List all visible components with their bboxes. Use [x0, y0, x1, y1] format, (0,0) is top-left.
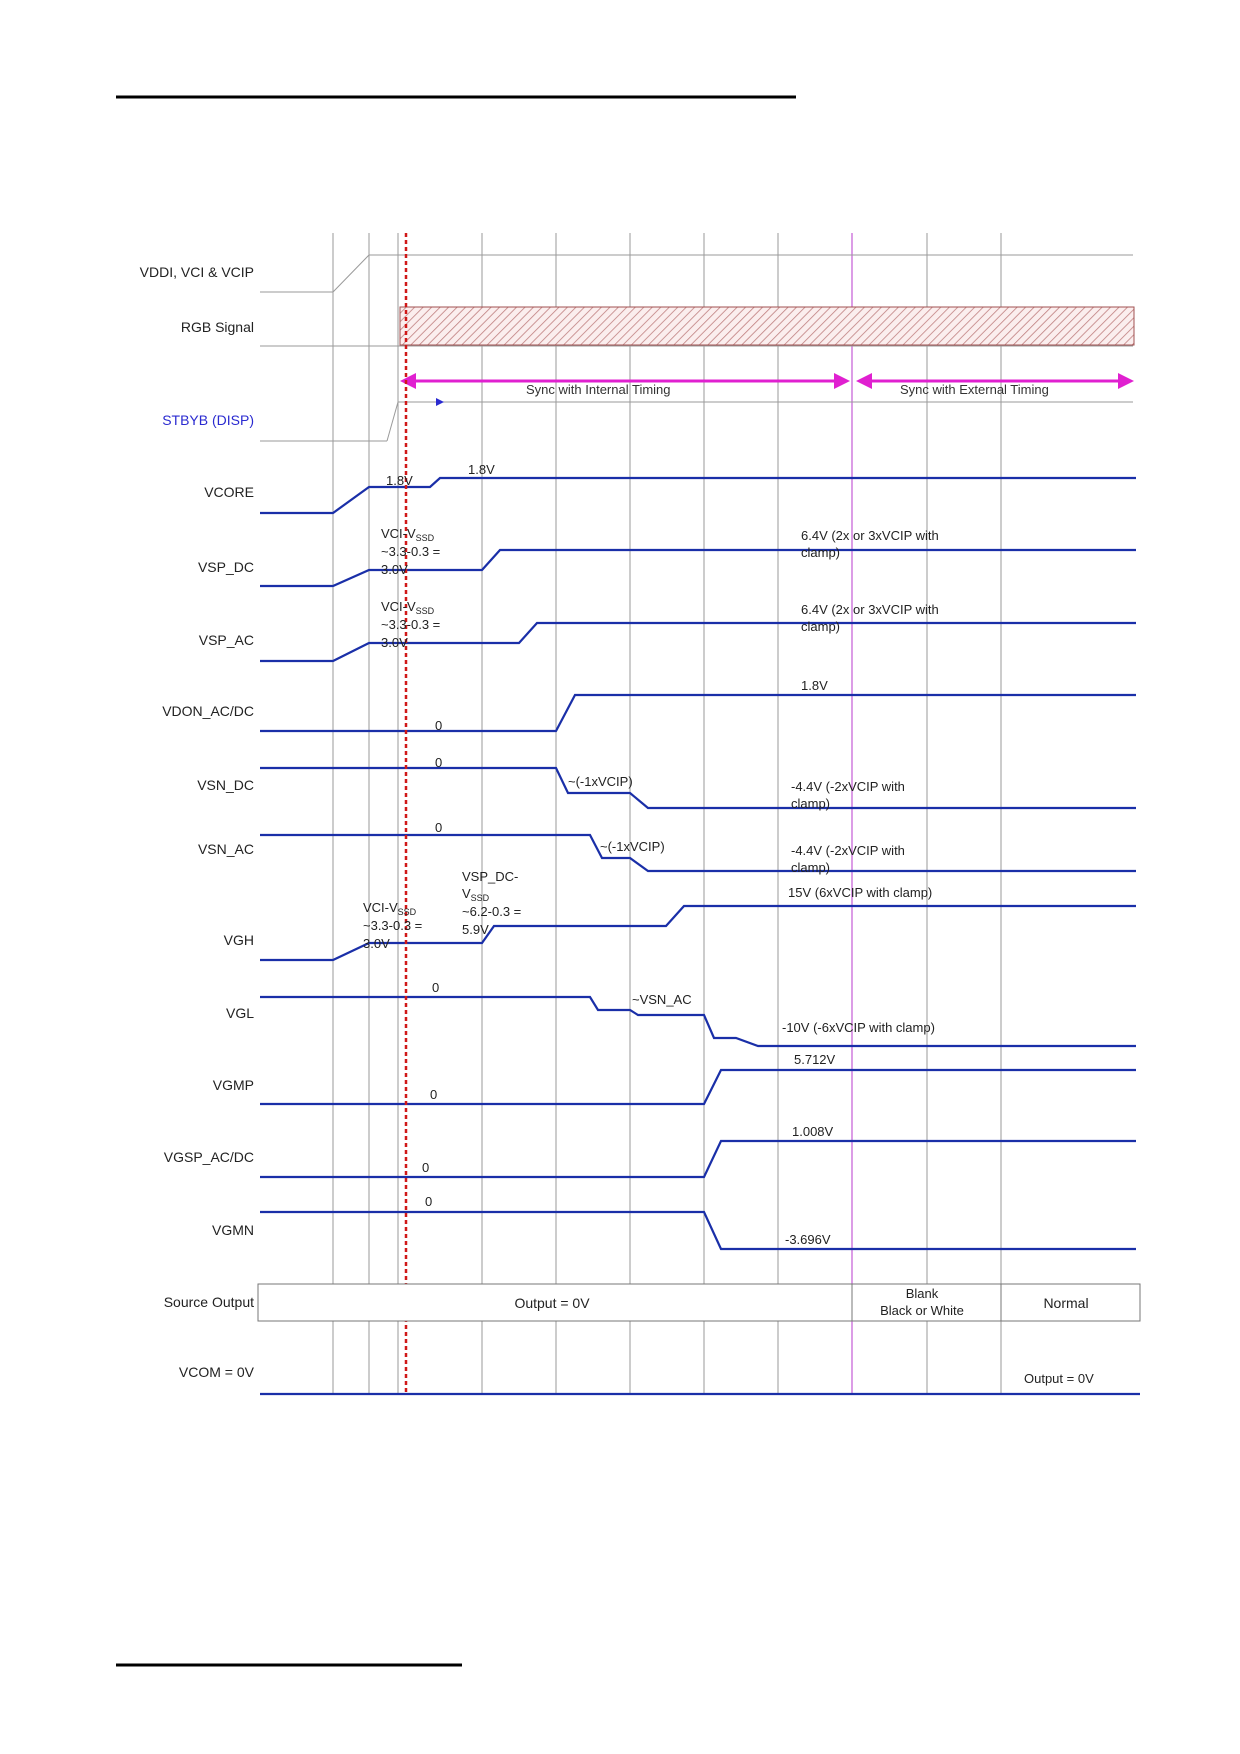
- ann-vsp-dc-a2: ~3.3-0.3 =: [381, 544, 440, 559]
- source-blank-color-text: Black or White: [880, 1303, 964, 1318]
- ann-vgmn-zero: 0: [425, 1194, 432, 1209]
- sync-internal-arrow: [400, 373, 850, 389]
- label-vsn-ac: VSN_AC: [198, 841, 254, 857]
- wave-vdon: [260, 693, 1136, 733]
- ann-vgh-b1: VSP_DC-: [462, 869, 518, 884]
- wave-vgmn: [260, 1210, 1136, 1251]
- ann-vsn-ac-zero: 0: [435, 820, 442, 835]
- label-vgsp: VGSP_AC/DC: [164, 1149, 254, 1165]
- sync-external-label: Sync with External Timing: [900, 382, 1049, 397]
- ann-vsp-dc-b1: 6.4V (2x or 3xVCIP with: [801, 528, 939, 543]
- label-vcom: VCOM = 0V: [179, 1364, 255, 1380]
- label-vsp-ac: VSP_AC: [199, 632, 254, 648]
- wave-vgh: [260, 904, 1136, 962]
- ann-vgl-zero: 0: [432, 980, 439, 995]
- ann-vsn-dc-b1: -4.4V (-2xVCIP with: [791, 779, 905, 794]
- wave-vsn-dc: [260, 766, 1136, 810]
- ann-vsn-dc-mid: ~(-1xVCIP): [568, 774, 633, 789]
- ann-vcore-a: 1.8V: [386, 473, 413, 488]
- ann-vsp-dc-a3: 3.0V: [381, 562, 408, 577]
- label-vgl: VGL: [226, 1005, 254, 1021]
- vcom-output-text: Output = 0V: [1024, 1371, 1094, 1386]
- ann-vsn-ac-b1: -4.4V (-2xVCIP with: [791, 843, 905, 858]
- ann-vgh-a2: ~3.3-0.3 =: [363, 918, 422, 933]
- ann-vgh-c: 15V (6xVCIP with clamp): [788, 885, 932, 900]
- ann-vsp-ac-a1: VCI-VSSD: [381, 599, 435, 616]
- ann-vcore-b: 1.8V: [468, 462, 495, 477]
- sync-internal-label: Sync with Internal Timing: [526, 382, 671, 397]
- label-stbyb: STBYB (DISP): [162, 412, 254, 428]
- source-blank-text: Blank: [906, 1286, 939, 1301]
- wave-vcore: [260, 476, 1136, 515]
- ann-vsp-ac-a3: 3.0V: [381, 635, 408, 650]
- ann-vsn-ac-b2: clamp): [791, 860, 830, 875]
- ann-vsp-dc-b2: clamp): [801, 545, 840, 560]
- ann-vsn-ac-mid: ~(-1xVCIP): [600, 839, 665, 854]
- ann-vdon-hi: 1.8V: [801, 678, 828, 693]
- ann-vgh-a3: 3.0V: [363, 936, 390, 951]
- wave-vsn-ac: [260, 833, 1136, 873]
- ann-vgh-b4: 5.9V: [462, 922, 489, 937]
- source-output-box: [257, 1283, 1141, 1322]
- ann-vsn-dc-zero: 0: [435, 755, 442, 770]
- source-normal-text: Normal: [1043, 1295, 1088, 1311]
- ann-vgsp-hi: 1.008V: [792, 1124, 834, 1139]
- ann-vsp-ac-b1: 6.4V (2x or 3xVCIP with: [801, 602, 939, 617]
- label-source: Source Output: [164, 1294, 254, 1310]
- ann-vsp-ac-a2: ~3.3-0.3 =: [381, 617, 440, 632]
- ann-vsp-dc-a1: VCI-VSSD: [381, 526, 435, 543]
- ann-vgmp-hi: 5.712V: [794, 1052, 836, 1067]
- ann-vgmp-zero: 0: [430, 1087, 437, 1102]
- source-output-text: Output = 0V: [514, 1295, 590, 1311]
- label-vsn-dc: VSN_DC: [197, 777, 254, 793]
- label-vgmp: VGMP: [213, 1077, 254, 1093]
- vddi-rise: [332, 254, 370, 293]
- ann-vgl-end: -10V (-6xVCIP with clamp): [782, 1020, 935, 1035]
- wave-vsp-ac: [260, 621, 1136, 663]
- label-vdon: VDON_AC/DC: [162, 703, 254, 719]
- ann-vgh-b2: VSSD: [462, 886, 490, 903]
- waveform-annotations: 1.8V 1.8V VCI-VSSD ~3.3-0.3 = 3.0V 6.4V …: [363, 462, 939, 1247]
- wave-vgsp: [260, 1139, 1136, 1179]
- ann-vgh-a1: VCI-VSSD: [363, 900, 417, 917]
- ann-vgsp-zero: 0: [422, 1160, 429, 1175]
- label-vddi: VDDI, VCI & VCIP: [140, 264, 254, 280]
- time-grid: [332, 233, 1002, 1395]
- stbyb-marker-arrow: [436, 398, 444, 406]
- ann-vdon-zero: 0: [435, 718, 442, 733]
- label-vcore: VCORE: [204, 484, 254, 500]
- label-rgb: RGB Signal: [181, 319, 254, 335]
- wave-vgmp: [260, 1068, 1136, 1106]
- label-vgmn: VGMN: [212, 1222, 254, 1238]
- wave-vgl: [260, 995, 1136, 1048]
- ann-vgh-b3: ~6.2-0.3 =: [462, 904, 521, 919]
- rgb-signal-bar: [399, 306, 1135, 346]
- ann-vsp-ac-b2: clamp): [801, 619, 840, 634]
- ann-vgmn-lo: -3.696V: [785, 1232, 831, 1247]
- label-vgh: VGH: [224, 932, 254, 948]
- signal-labels: VDDI, VCI & VCIP RGB Signal STBYB (DISP)…: [140, 264, 255, 1380]
- wave-vsp-dc: [260, 548, 1136, 588]
- label-vsp-dc: VSP_DC: [198, 559, 254, 575]
- ann-vsn-dc-b2: clamp): [791, 796, 830, 811]
- waveforms: [260, 476, 1140, 1396]
- stbyb-rise: [386, 401, 399, 442]
- ann-vgl-mid: ~VSN_AC: [632, 992, 692, 1007]
- row-separators: [260, 254, 1133, 442]
- sync-external-arrow: [856, 373, 1134, 389]
